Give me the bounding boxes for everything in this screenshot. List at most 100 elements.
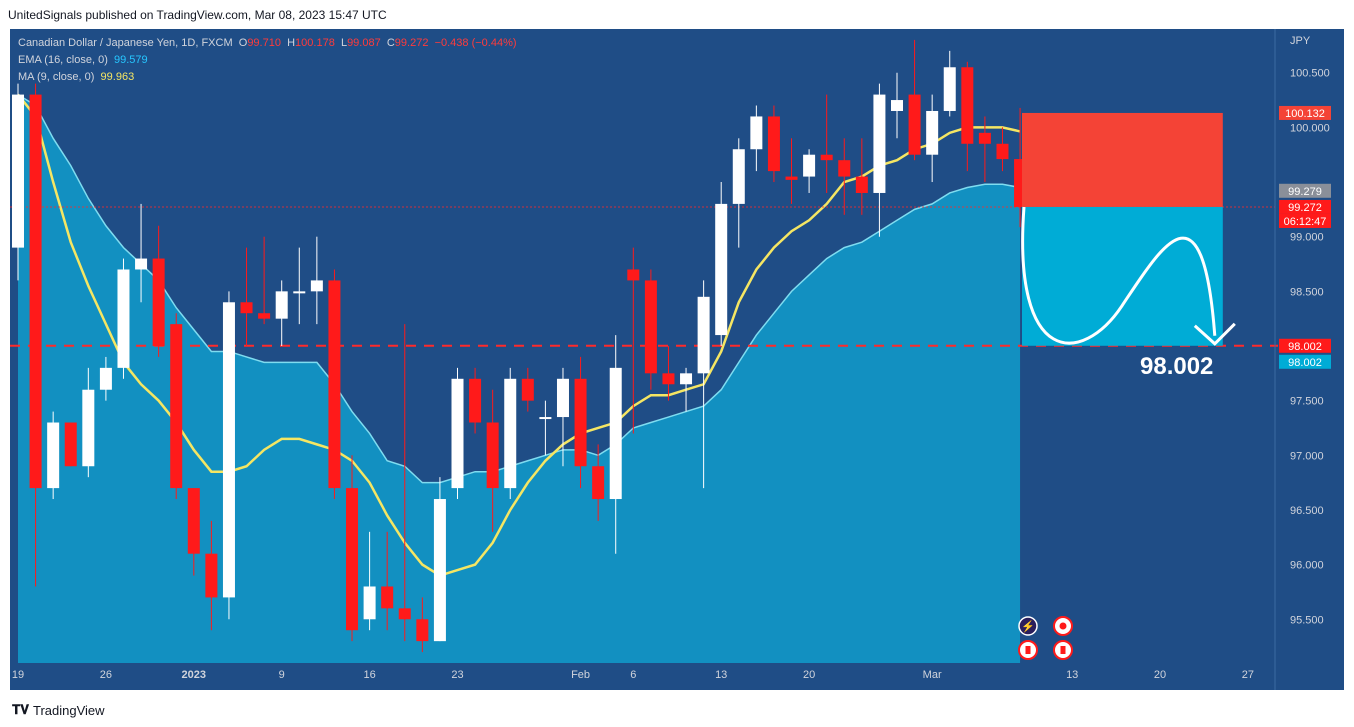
legend-change: −0.438 (−0.44%) xyxy=(434,37,517,49)
candle-body[interactable] xyxy=(99,367,112,390)
legend-ma-value: 99.963 xyxy=(100,71,135,83)
candle-body[interactable] xyxy=(891,100,903,111)
legend-open: 99.710 xyxy=(247,37,281,49)
candle-body[interactable] xyxy=(978,132,991,144)
candle-body[interactable] xyxy=(275,291,288,319)
candle-body[interactable] xyxy=(732,149,745,204)
chart-legend: Canadian Dollar / Japanese Yen, 1D, FXCM… xyxy=(18,35,517,86)
candle-body[interactable] xyxy=(697,296,710,374)
ema-line xyxy=(17,93,1021,484)
target-price-text: 98.002 xyxy=(1140,353,1213,380)
candle-body[interactable] xyxy=(767,116,780,172)
candle-body[interactable] xyxy=(187,488,200,554)
candle-body[interactable] xyxy=(416,619,429,642)
candle-body[interactable] xyxy=(680,373,693,385)
candle-body[interactable] xyxy=(117,269,130,368)
candle-body[interactable] xyxy=(715,203,728,336)
candle-body[interactable] xyxy=(662,373,675,385)
candle-body[interactable] xyxy=(451,378,464,489)
y-tick-label: 99.000 xyxy=(1290,232,1324,244)
candle-body[interactable] xyxy=(64,422,77,467)
lightning-icon[interactable] xyxy=(1018,616,1038,636)
x-tick-label: 13 xyxy=(1066,669,1078,681)
candle-body[interactable] xyxy=(82,389,95,467)
candle-body[interactable] xyxy=(609,367,622,500)
countdown-tag: 06:12:47 xyxy=(1284,216,1327,228)
candle-body[interactable] xyxy=(838,160,851,177)
ema-price-tag: 99.279 xyxy=(1288,186,1322,198)
candle-body[interactable] xyxy=(433,499,446,642)
tradingview-logo-icon: 𝐓𝐕 xyxy=(12,702,29,717)
candle-body[interactable] xyxy=(240,302,253,314)
candle-body[interactable] xyxy=(469,378,482,423)
chart-frame[interactable]: 98.002 19 26 2023 9 16 23 Feb 6 13 20 Mar 13 20 27 JPY 9… xyxy=(10,29,1344,690)
candle-body[interactable] xyxy=(521,378,534,401)
candle-body[interactable] xyxy=(592,466,605,500)
candle-body[interactable] xyxy=(152,258,165,346)
candle-body[interactable] xyxy=(170,324,183,489)
x-tick-label: 26 xyxy=(100,669,112,681)
stop-price-tag-bg xyxy=(1279,105,1331,120)
legend-symbol: Canadian Dollar / Japanese Yen, 1D, FXCM xyxy=(18,37,233,49)
candle-body[interactable] xyxy=(504,378,517,489)
candle-body[interactable] xyxy=(293,291,306,294)
x-tick-label: Feb xyxy=(571,669,590,681)
candle-body[interactable] xyxy=(820,154,833,161)
stop-price-tag: 100.132 xyxy=(1285,108,1325,120)
candle-body[interactable] xyxy=(328,280,341,489)
candle-body[interactable] xyxy=(539,417,552,420)
candle-body[interactable] xyxy=(644,280,657,374)
y-tick-label: 97.500 xyxy=(1290,396,1324,408)
candle-body[interactable] xyxy=(398,608,411,620)
legend-ema-label: EMA (16, close, 0) xyxy=(18,54,108,66)
candle-body[interactable] xyxy=(574,378,587,467)
candle-body[interactable] xyxy=(785,176,798,180)
candle-body[interactable] xyxy=(926,110,939,155)
legend-ma-row: MA (9, close, 0) 99.963 xyxy=(18,69,517,86)
candle-body[interactable] xyxy=(310,280,323,292)
stop-loss-zone[interactable] xyxy=(1022,112,1223,207)
candle-body[interactable] xyxy=(381,586,394,609)
candle-body[interactable] xyxy=(29,94,42,489)
candle-body[interactable] xyxy=(943,67,956,111)
x-tick-label: 16 xyxy=(363,669,375,681)
y-axis-currency: JPY xyxy=(1290,35,1311,47)
countdown-tag-bg xyxy=(1279,213,1331,228)
candle-body[interactable] xyxy=(908,94,921,155)
price-chart[interactable]: 98.002 19 26 2023 9 16 23 Feb 6 13 20 Mar 13 20 27 JPY 9… xyxy=(10,29,1344,690)
candle-body[interactable] xyxy=(346,488,359,631)
candle-body[interactable] xyxy=(556,378,569,418)
candle-body[interactable] xyxy=(222,302,235,598)
legend-ema-row: EMA (16, close, 0) 99.579 xyxy=(18,52,517,69)
footer-brand: TradingView xyxy=(33,702,105,718)
candle-body[interactable] xyxy=(855,176,868,193)
x-tick-label: 20 xyxy=(803,669,815,681)
target-price-tag-bg xyxy=(1279,338,1331,353)
candle-body[interactable] xyxy=(803,154,816,177)
candle-body[interactable] xyxy=(627,269,640,281)
last-price-tag: 99.272 xyxy=(1288,202,1322,214)
y-tick-label: 95.500 xyxy=(1290,614,1324,626)
x-tick-label: 19 xyxy=(12,669,24,681)
y-tick-label: 96.500 xyxy=(1290,505,1324,517)
candle-body[interactable] xyxy=(486,422,499,489)
take-profit-zone[interactable] xyxy=(1022,206,1223,346)
arrow-down-icon xyxy=(1193,322,1236,346)
ma-line xyxy=(17,93,1021,577)
candle-body[interactable] xyxy=(750,116,763,150)
candle-body[interactable] xyxy=(258,313,271,319)
candle-body[interactable] xyxy=(205,553,218,598)
candle-body[interactable] xyxy=(961,67,974,144)
target-blue-tag: 98.002 xyxy=(1288,357,1322,369)
x-tick-label: 27 xyxy=(1242,669,1254,681)
candle-body[interactable] xyxy=(996,143,1009,160)
lightning-glyph: ⚡ xyxy=(1021,620,1035,633)
candle-body[interactable] xyxy=(873,94,886,193)
candle-body[interactable] xyxy=(47,422,60,489)
legend-ma-label: MA (9, close, 0) xyxy=(18,71,95,83)
legend-low: 99.087 xyxy=(347,37,381,49)
candle-body[interactable] xyxy=(135,258,148,270)
candle-body[interactable] xyxy=(12,94,24,248)
target-blue-tag-bg xyxy=(1279,354,1331,369)
candle-body[interactable] xyxy=(363,586,376,620)
